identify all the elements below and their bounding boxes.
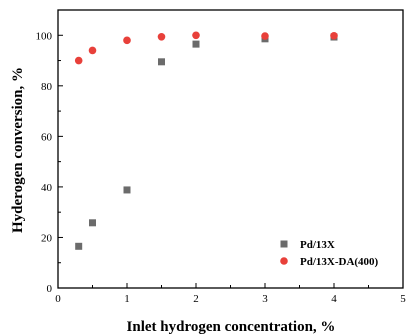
x-tick-label: 4 (331, 293, 337, 305)
data-point-circle (261, 32, 269, 40)
x-axis-title: Inlet hydrogen concentration, % (127, 319, 336, 335)
y-tick-label: 100 (36, 30, 53, 42)
x-tick-label: 3 (262, 293, 268, 305)
data-point-circle (192, 31, 200, 40)
x-tick-label: 1 (124, 293, 130, 305)
legend-marker-circle (280, 257, 288, 265)
data-point-square (89, 219, 96, 227)
y-tick-label: 80 (41, 81, 53, 93)
x-tick-label: 5 (400, 293, 406, 305)
plot-frame (57, 9, 404, 289)
data-points (74, 31, 338, 250)
data-point-circle (157, 32, 166, 41)
y-tick-label: 60 (41, 131, 53, 143)
x-axis: 0 1 2 3 4 5 (55, 283, 406, 305)
data-point-circle (74, 56, 83, 65)
data-point-circle (330, 31, 338, 40)
data-point-square (158, 58, 165, 66)
series-2 (74, 31, 338, 65)
y-tick-label: 40 (41, 182, 53, 194)
legend-marker-square (280, 240, 288, 248)
x-tick-label: 0 (55, 293, 61, 305)
data-point-square (192, 40, 200, 48)
series-1 (75, 33, 338, 250)
y-tick-label: 0 (47, 283, 53, 295)
data-point-circle (123, 36, 131, 45)
legend-label: Pd/13X (300, 239, 335, 251)
data-point-square (75, 242, 83, 250)
y-axis-title: Hyderogen conversion, % (10, 67, 26, 233)
y-tick-label: 20 (41, 232, 53, 244)
y-axis: 0 20 40 60 80 100 (36, 30, 63, 295)
legend: Pd/13X Pd/13X-DA(400) (280, 239, 379, 268)
legend-label: Pd/13X-DA(400) (300, 256, 379, 268)
data-point-circle (88, 46, 97, 55)
x-tick-label: 2 (193, 293, 199, 305)
plot-border (57, 9, 404, 289)
data-point-square (123, 186, 131, 194)
